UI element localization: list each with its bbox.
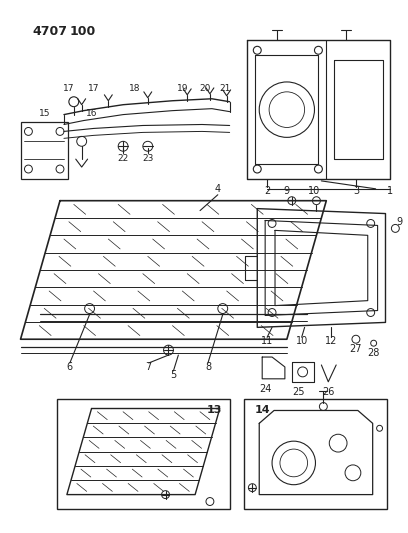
Text: 14: 14 bbox=[254, 406, 270, 416]
Text: 27: 27 bbox=[350, 344, 362, 354]
Bar bbox=[20, 122, 68, 179]
Text: 18: 18 bbox=[129, 84, 141, 93]
Text: 20: 20 bbox=[199, 84, 211, 93]
Text: 100: 100 bbox=[70, 25, 96, 37]
Text: 4: 4 bbox=[215, 184, 221, 194]
Text: 15: 15 bbox=[38, 109, 50, 118]
Text: 2: 2 bbox=[264, 186, 270, 196]
Text: 13: 13 bbox=[206, 406, 222, 416]
Text: 19: 19 bbox=[177, 84, 188, 93]
Text: 17: 17 bbox=[63, 84, 75, 93]
Text: 1: 1 bbox=[387, 186, 393, 196]
Text: 4707: 4707 bbox=[32, 25, 67, 37]
Text: 23: 23 bbox=[142, 154, 153, 163]
Text: 7: 7 bbox=[146, 362, 152, 372]
Text: 24: 24 bbox=[259, 384, 271, 394]
Text: 10: 10 bbox=[308, 186, 321, 196]
Text: 26: 26 bbox=[322, 386, 335, 397]
Text: 5: 5 bbox=[170, 370, 177, 380]
Text: 21: 21 bbox=[219, 84, 231, 93]
Bar bbox=[244, 399, 388, 510]
Text: 9: 9 bbox=[284, 186, 290, 196]
Text: 11: 11 bbox=[261, 336, 273, 346]
Text: 22: 22 bbox=[118, 154, 129, 163]
Bar bbox=[57, 399, 230, 510]
Text: 6: 6 bbox=[67, 362, 73, 372]
Text: 12: 12 bbox=[325, 336, 337, 346]
Text: 9: 9 bbox=[396, 217, 402, 228]
Text: 16: 16 bbox=[86, 109, 97, 118]
Text: 3: 3 bbox=[353, 186, 359, 196]
Text: 17: 17 bbox=[88, 84, 99, 93]
Text: 25: 25 bbox=[293, 386, 305, 397]
Text: 8: 8 bbox=[205, 362, 211, 372]
Text: 10: 10 bbox=[295, 336, 308, 346]
Text: 28: 28 bbox=[368, 348, 380, 358]
